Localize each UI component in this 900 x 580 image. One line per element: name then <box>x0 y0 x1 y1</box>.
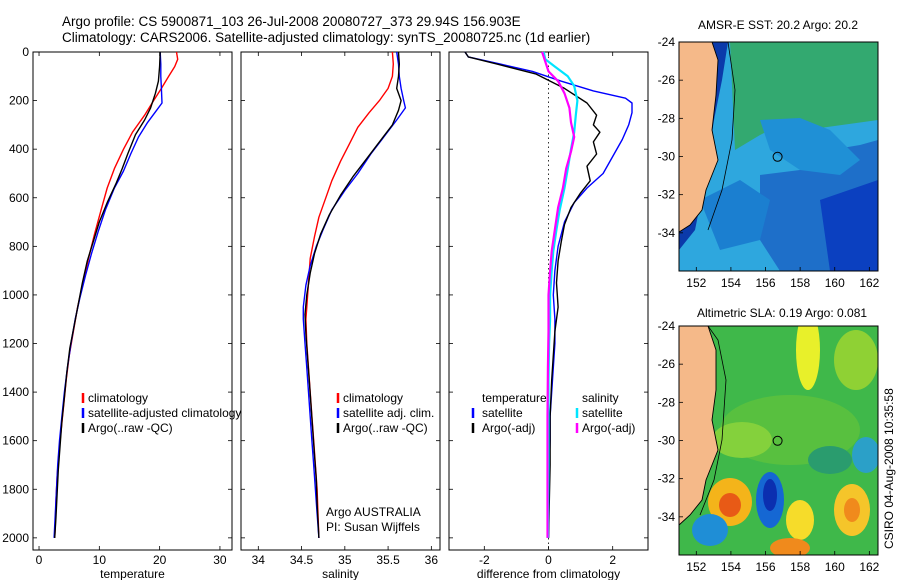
y-tick-label: 0 <box>22 45 29 59</box>
legend-entry: Argo(..raw -QC) <box>343 421 428 435</box>
y-tick-label: 1200 <box>2 337 29 351</box>
map-y-tick-label: -28 <box>658 395 676 409</box>
panel-frame <box>240 51 441 551</box>
y-tick-label: 1800 <box>2 482 29 496</box>
legend-header: salinity <box>582 391 619 405</box>
x-tick-label: 30 <box>213 553 227 567</box>
map-y-tick-label: -28 <box>658 111 676 125</box>
y-tick-label: 1000 <box>2 288 29 302</box>
x-tick-label: 34 <box>252 553 266 567</box>
series-line-2 <box>464 51 601 538</box>
map-y-tick-label: -26 <box>658 73 676 87</box>
x-axis-label: difference from climatology <box>477 567 620 580</box>
figure-title-line-1: Argo profile: CS 5900871_103 26-Jul-2008… <box>62 14 521 29</box>
figure-title-line-2: Climatology: CARS2006. Satellite-adjuste… <box>62 30 590 45</box>
x-axis-label: salinity <box>322 567 359 580</box>
legend-entry: climatology <box>88 391 148 405</box>
sst-map-title: AMSR-E SST: 20.2 Argo: 20.2 <box>698 18 858 32</box>
map-x-tick-label: 162 <box>859 276 879 290</box>
sst-map-field <box>679 42 878 271</box>
sla-map: Altimetric SLA: 0.19 Argo: 0.081 152 154 1 <box>658 306 880 574</box>
sst-map: AMSR-E SST: 20.2 Argo: 20.2 152 154 156 158… <box>658 18 880 290</box>
sst-map-axes: 152 154 156 158 160 162 -24 -26 -28 -30 -32 -34 <box>658 35 880 290</box>
series-line-3 <box>304 51 402 538</box>
sst-argo-location-marker <box>772 151 783 162</box>
sla-argo-location-marker <box>772 435 783 446</box>
legend-header: temperature <box>482 391 547 405</box>
map-x-tick-label: 154 <box>721 276 741 290</box>
map-x-tick-label: 160 <box>825 560 845 574</box>
x-tick-label: 0 <box>545 553 552 567</box>
series-line-4 <box>541 51 576 538</box>
legend-entry: Argo(-adj) <box>582 421 635 435</box>
y-tick-label: 600 <box>9 191 29 205</box>
sla-map-field <box>679 326 878 555</box>
series-line-3 <box>54 51 161 538</box>
legend-entry: satellite <box>582 406 623 420</box>
map-y-tick-label: -34 <box>658 510 676 524</box>
map-y-tick-label: -24 <box>658 35 676 49</box>
profile-panel-1: 0 10 20 30 0 200 400 600 800 1000 1200 1400 1600 1800… <box>2 45 241 580</box>
sla-map-title: Altimetric SLA: 0.19 Argo: 0.081 <box>697 306 867 320</box>
legend-entry: Argo(-adj) <box>482 421 535 435</box>
map-x-tick-label: 158 <box>790 276 810 290</box>
legend-entry: satellite adj. clim. <box>343 406 434 420</box>
series-line-2 <box>53 51 163 538</box>
x-axis-label: temperature <box>100 567 165 580</box>
y-tick-label: 200 <box>9 94 29 108</box>
map-y-tick-label: -32 <box>658 188 676 202</box>
map-x-tick-label: 158 <box>790 560 810 574</box>
map-y-tick-label: -30 <box>658 150 676 164</box>
map-y-tick-label: -30 <box>658 434 676 448</box>
map-x-tick-label: 152 <box>686 560 706 574</box>
x-tick-label: -2 <box>479 553 490 567</box>
map-x-tick-label: 162 <box>859 560 879 574</box>
panel-annotation: PI: Susan Wijffels <box>326 520 420 534</box>
x-tick-label: 10 <box>93 553 107 567</box>
y-tick-label: 800 <box>9 239 29 253</box>
profile-panels: 0 10 20 30020040060080010001200140016001800… <box>2 45 649 580</box>
legend-entry: satellite-adjusted climatology <box>88 406 241 420</box>
legend-entry: climatology <box>343 391 403 405</box>
sla-land-australia <box>679 326 718 525</box>
map-y-tick-label: -26 <box>658 357 676 371</box>
x-tick-label: 36 <box>425 553 439 567</box>
x-tick-label: 20 <box>153 553 167 567</box>
x-tick-label: 2 <box>609 553 616 567</box>
csiro-timestamp-label: CSIRO 04-Aug-2008 10:35:58 <box>882 388 896 549</box>
panel-annotation: Argo AUSTRALIA <box>326 505 421 519</box>
map-y-tick-label: -32 <box>658 472 676 486</box>
map-x-tick-label: 160 <box>825 276 845 290</box>
x-tick-label: 35 <box>338 553 352 567</box>
x-tick-label: 35.5 <box>376 553 400 567</box>
x-tick-label: 34.5 <box>290 553 314 567</box>
y-tick-label: 2000 <box>2 531 29 545</box>
map-x-tick-label: 154 <box>721 560 741 574</box>
x-tick-label: 0 <box>36 553 43 567</box>
map-y-tick-label: -34 <box>658 226 676 240</box>
map-y-tick-label: -24 <box>658 319 676 333</box>
legend-entry: satellite <box>482 406 523 420</box>
map-x-tick-label: 156 <box>756 276 776 290</box>
y-tick-label: 400 <box>9 142 29 156</box>
sst-land-australia <box>679 42 718 232</box>
map-x-tick-label: 156 <box>756 560 776 574</box>
y-tick-label: 1400 <box>2 385 29 399</box>
profile-panel-2: 34 34.5 35 35.5 36 salinity climatologysatelli… <box>240 51 441 580</box>
panel-frame <box>32 51 233 551</box>
map-x-tick-label: 152 <box>686 276 706 290</box>
legend-entry: Argo(..raw -QC) <box>88 421 173 435</box>
y-tick-label: 1600 <box>2 434 29 448</box>
sla-map-axes: 152 154 156 158 160 162 -24 -26 -28 -30 -32 -34 <box>658 319 880 574</box>
